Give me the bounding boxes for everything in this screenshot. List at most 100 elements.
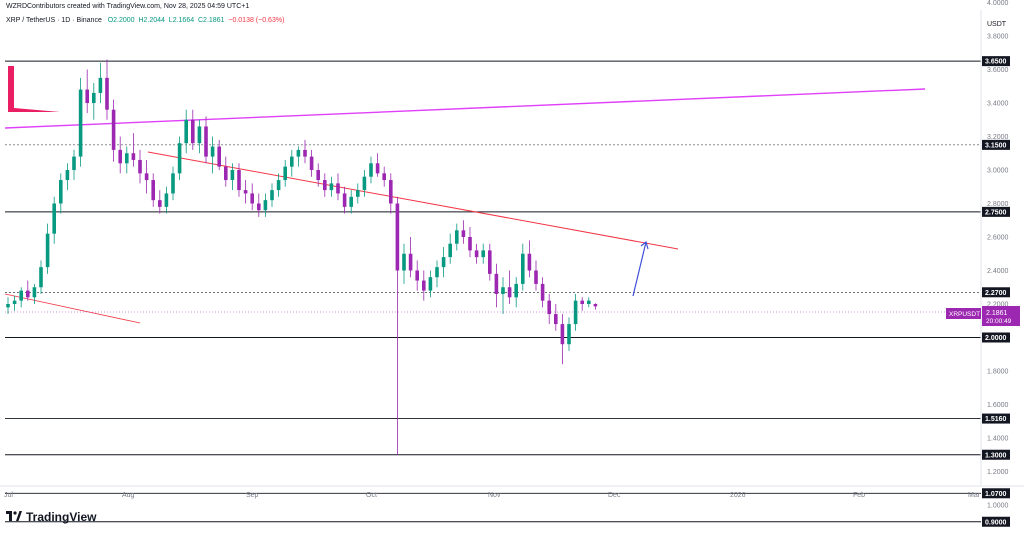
y-tick-label: 3.4000 xyxy=(987,101,1009,108)
time-axis-label: Oct xyxy=(366,492,377,499)
candle-body xyxy=(197,126,202,144)
candle-body xyxy=(514,283,518,298)
candle-body xyxy=(593,304,598,307)
level-label-bg xyxy=(982,449,1010,460)
y-tick-label: 2.6000 xyxy=(987,235,1009,242)
candle-body xyxy=(224,166,228,181)
candle-body xyxy=(151,180,155,201)
upper-channel-line xyxy=(4,88,926,129)
y-tick-label: 1.2000 xyxy=(987,469,1009,476)
candle-body xyxy=(92,92,96,103)
candle-body xyxy=(560,324,565,345)
candle-body xyxy=(78,89,83,157)
level-label: 2.2700 xyxy=(985,290,1007,297)
candle-body xyxy=(309,156,314,170)
candle-body xyxy=(323,180,327,191)
level-label: 3.1500 xyxy=(985,142,1007,149)
red-marker xyxy=(8,66,60,112)
ohlc-change: −0.0138 (−0.63%) xyxy=(228,17,285,24)
time-axis-label: Feb xyxy=(853,492,865,499)
candle-body xyxy=(534,270,538,284)
candle-body xyxy=(26,290,30,298)
candle-body xyxy=(177,143,182,174)
candle-body xyxy=(316,170,320,181)
y-axis-ticks: 4.0000 3.8000 3.6000 3.4000 3.2000 3.0000 2.80… xyxy=(987,0,1009,510)
time-axis-labels: Jul Aug Sep Oct Nov Dec 2026 Feb Mar xyxy=(4,492,981,499)
candle-body xyxy=(65,170,70,181)
candle-body xyxy=(290,156,294,167)
candle-body xyxy=(356,190,360,197)
candle-body xyxy=(402,253,406,271)
candle-body xyxy=(501,287,505,294)
level-label-bg xyxy=(982,488,1010,499)
candle-body xyxy=(375,163,380,174)
candle-body xyxy=(144,173,149,181)
candle-body xyxy=(191,119,195,144)
y-tick-label: 3.2000 xyxy=(987,134,1009,141)
y-tick-label: 1.4000 xyxy=(987,436,1009,443)
candle-body xyxy=(237,170,241,191)
candle-body xyxy=(587,300,591,304)
candle-body xyxy=(507,287,512,298)
candle-body xyxy=(296,149,301,157)
candle-body xyxy=(448,243,452,258)
price-badge: XRPUSDT 2.1861 20:00:49 xyxy=(946,306,1020,326)
candle-body xyxy=(217,146,221,167)
candle-body xyxy=(32,287,37,298)
candle-body xyxy=(39,267,43,288)
level-label-bg xyxy=(982,56,1010,67)
y-tick-label: 3.8000 xyxy=(987,34,1009,41)
candles xyxy=(6,59,598,455)
candle-body xyxy=(204,126,208,157)
level-label-bg xyxy=(982,413,1010,424)
candle-body xyxy=(230,170,235,181)
candle-body xyxy=(408,253,413,271)
candle-body xyxy=(468,237,472,251)
level-label-bg xyxy=(982,516,1010,527)
y-tick-label: 1.6000 xyxy=(987,402,1009,409)
candle-body xyxy=(257,203,261,211)
candle-body xyxy=(349,196,353,207)
y-tick-label: 3.6000 xyxy=(987,67,1009,74)
horizontal-levels xyxy=(5,60,981,523)
candle-body xyxy=(283,166,287,181)
candle-body xyxy=(547,300,551,315)
ohlc-close: C2.1861 xyxy=(198,17,225,24)
axis-currency: USDT xyxy=(987,21,1007,28)
candle-body xyxy=(382,173,386,181)
ohlc-high: H2.2044 xyxy=(138,17,165,24)
chart-credit: WZRDContributors created with TradingVie… xyxy=(6,3,250,10)
candle-body xyxy=(415,270,419,281)
candle-body xyxy=(329,183,334,191)
candle-body xyxy=(52,203,56,234)
candle-body xyxy=(474,250,479,258)
time-axis-label: 2026 xyxy=(730,492,746,499)
candle-body xyxy=(488,250,492,274)
candle-body xyxy=(435,267,439,278)
level-label-bg xyxy=(982,332,1010,343)
candle-body xyxy=(72,156,76,170)
candle-body xyxy=(276,180,281,191)
y-tick-label: 3.0000 xyxy=(987,168,1009,175)
tradingview-brand: TradingView xyxy=(26,510,97,524)
candle-body xyxy=(336,183,340,194)
candle-body xyxy=(389,180,393,204)
candle-body xyxy=(111,109,116,150)
candle-body xyxy=(210,146,215,157)
trend-lines xyxy=(4,66,926,324)
candle-body xyxy=(12,300,17,304)
candle-body xyxy=(105,77,109,110)
candle-body xyxy=(481,250,485,258)
tradingview-logo: TradingView xyxy=(6,510,96,524)
price-badge-price-bg xyxy=(982,306,1020,326)
candle-body xyxy=(125,153,129,164)
candle-body xyxy=(580,300,584,304)
y-tick-label: 2.4000 xyxy=(987,268,1009,275)
candle-body xyxy=(270,190,274,201)
y-tick-label: 1.8000 xyxy=(987,369,1009,376)
time-axis-label: Aug xyxy=(122,492,135,499)
time-axis-label: Nov xyxy=(488,492,501,499)
candle-body xyxy=(164,193,169,207)
candle-body xyxy=(118,149,122,164)
